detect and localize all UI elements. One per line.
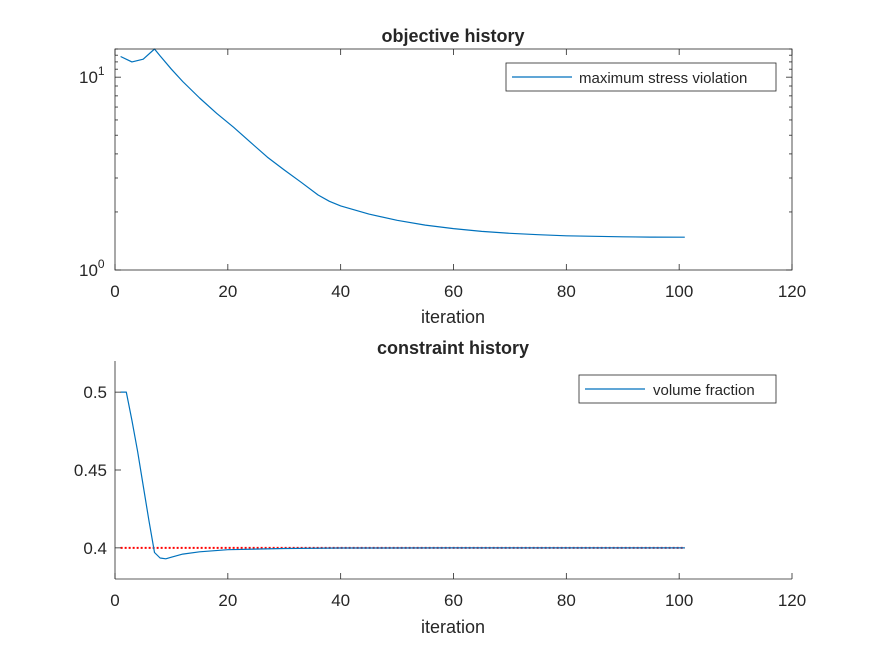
objective-x-tick-label: 120: [778, 282, 806, 301]
objective-y-tick-exponent: 1: [98, 64, 105, 78]
constraint-y-tick-label: 0.4: [83, 539, 107, 558]
constraint-y-tick-label: 0.5: [83, 383, 107, 402]
constraint-subplot: 0 20 40 60 80 100 120 0.4 0.45 0.5 constraint hi…: [74, 338, 806, 637]
constraint-x-ticks: 0 20 40 60 80 100 120: [110, 573, 806, 610]
objective-legend: maximum stress violation: [505, 62, 777, 92]
objective-legend-box: [505, 62, 777, 92]
objective-y-tick-label: 101: [79, 64, 105, 87]
objective-x-tick-label: 80: [557, 282, 576, 301]
constraint-series-layer: [120, 391, 685, 560]
objective-x-tick-label: 60: [444, 282, 463, 301]
objective-title: objective history: [381, 26, 524, 46]
constraint-x-tick-label: 80: [557, 591, 576, 610]
constraint-y-ticks: 0.4 0.45 0.5: [74, 383, 121, 558]
objective-x-tick-label: 100: [665, 282, 693, 301]
objective-x-axis-label: iteration: [421, 307, 485, 327]
constraint-legend-label: volume fraction: [653, 382, 755, 399]
objective-y-tick-base: 10: [79, 68, 98, 87]
objective-y-tick-base: 10: [79, 261, 98, 280]
objective-y-tick-label: 100: [79, 257, 105, 280]
constraint-x-tick-label: 60: [444, 591, 463, 610]
objective-x-tick-label: 0: [110, 282, 119, 301]
objective-x-tick-label: 40: [331, 282, 350, 301]
constraint-title: constraint history: [377, 338, 529, 358]
constraint-legend: volume fraction: [578, 374, 777, 404]
objective-x-ticks: 0 20 40 60 80 100 120: [110, 49, 806, 301]
constraint-x-tick-label: 120: [778, 591, 806, 610]
objective-series-line: [120, 48, 685, 238]
constraint-x-tick-label: 100: [665, 591, 693, 610]
objective-legend-label: maximum stress violation: [579, 70, 747, 87]
constraint-y-tick-label: 0.45: [74, 461, 107, 480]
objective-series-layer: [120, 48, 685, 238]
objective-y-tick-exponent: 0: [98, 257, 105, 271]
constraint-series-line: [120, 391, 685, 560]
constraint-x-tick-label: 20: [218, 591, 237, 610]
constraint-x-tick-label: 40: [331, 591, 350, 610]
constraint-x-tick-label: 0: [110, 591, 119, 610]
objective-x-tick-label: 20: [218, 282, 237, 301]
constraint-x-axis-label: iteration: [421, 617, 485, 637]
